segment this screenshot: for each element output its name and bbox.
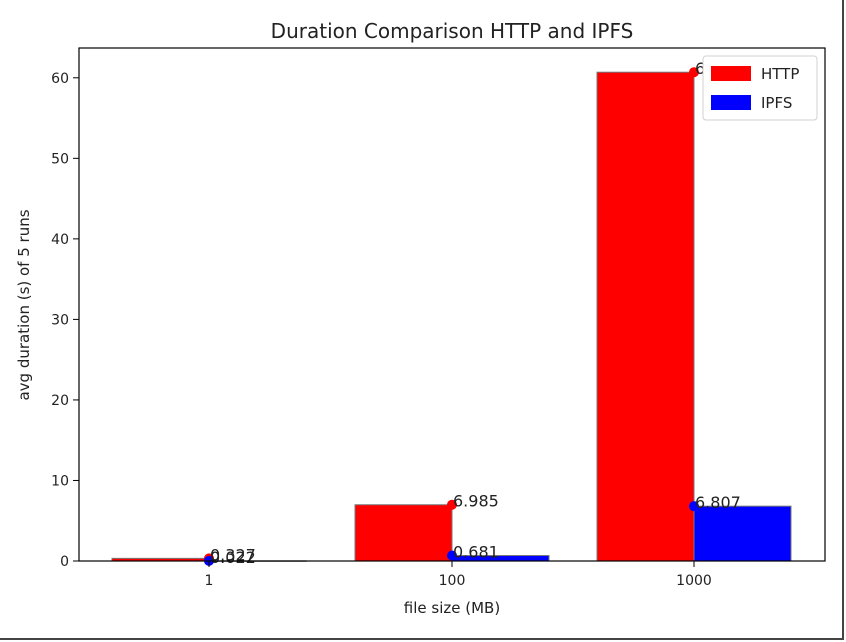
legend-label-ipfs: IPFS [761, 94, 792, 112]
x-tick-label-1: 1 [205, 573, 214, 589]
y-tick-label-60: 60 [51, 71, 69, 87]
x-tick-label-1000: 1000 [676, 573, 712, 589]
bar-ipfs-1000 [693, 505, 792, 562]
data-label-http-100: 6.985 [453, 492, 499, 511]
data-label-ipfs-100: 0.681 [453, 543, 499, 562]
y-axis-label: avg duration (s) of 5 runs [15, 209, 33, 400]
legend-swatch-ipfs [711, 95, 751, 110]
markers-group [204, 67, 699, 566]
bars-group [111, 71, 792, 562]
chart-title: Duration Comparison HTTP and IPFS [271, 19, 634, 43]
y-tick-label-40: 40 [51, 232, 69, 248]
marker-ipfs-100 [447, 550, 457, 561]
bar-http-1000 [596, 71, 695, 562]
data-label-http-1: 0.327 [210, 545, 256, 564]
y-tick-label-50: 50 [51, 151, 69, 167]
legend-box [702, 55, 818, 121]
x-ticks-group: 1 100 1000 [205, 561, 712, 589]
y-ticks-group: 0 10 20 30 40 50 60 [51, 71, 79, 570]
legend-swatch-http [711, 66, 751, 81]
marker-ipfs-1000 [689, 501, 699, 512]
marker-http-1000 [689, 67, 699, 78]
legend-label-http: HTTP [761, 65, 799, 83]
x-axis-label: file size (MB) [404, 599, 500, 617]
bar-http-100 [354, 504, 453, 562]
y-tick-label-10: 10 [51, 473, 69, 489]
y-tick-label-0: 0 [60, 554, 69, 570]
legend: HTTP IPFS [702, 55, 818, 121]
x-tick-label-100: 100 [439, 573, 466, 589]
y-tick-label-30: 30 [51, 312, 69, 328]
plot-area-border [78, 47, 826, 562]
data-label-ipfs-1000: 6.807 [695, 493, 741, 512]
y-tick-label-20: 20 [51, 393, 69, 409]
marker-http-100 [447, 499, 457, 510]
data-label-ipfs-1: 0.022 [210, 548, 256, 567]
